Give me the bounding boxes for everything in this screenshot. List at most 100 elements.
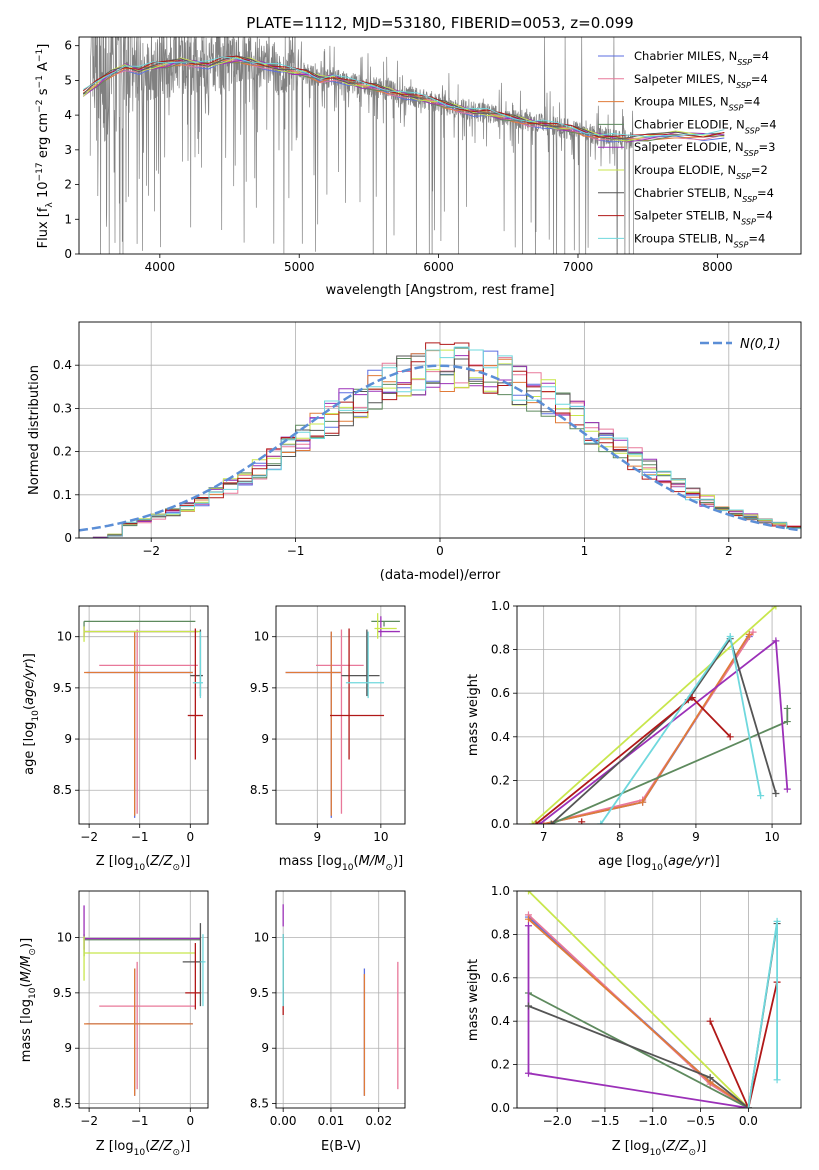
spectrum-title: PLATE=1112, MJD=53180, FIBERID=0053, z=0…: [246, 14, 633, 32]
axes-frame: [516, 605, 802, 825]
weight-marker: [524, 922, 532, 930]
legend-label: Salpeter ELODIE, NSSP=3: [634, 140, 775, 158]
mass_vs_Z-frame: −2 −1 0 8.5 9 9.5 10: [53, 890, 209, 1128]
weight-line: [527, 891, 750, 1108]
axes-frame: [516, 890, 802, 1109]
weight-marker: [726, 633, 734, 641]
y-tick-label: 9: [64, 1041, 72, 1055]
axes-frame: [78, 890, 209, 1109]
y-tick-label: 0.3: [53, 401, 72, 415]
spectrum-xlabel: wavelength [Angstrom, rest frame]: [326, 283, 555, 298]
histogram-step: [79, 346, 801, 538]
mass_vs_ebv-plot-area: [282, 904, 399, 1096]
x-tick-label: 0.02: [365, 1114, 392, 1128]
age-z-ylabel: age [log10(age/yr)]: [22, 653, 41, 775]
weight-marker: [547, 820, 555, 824]
weight-marker: [757, 792, 765, 800]
y-tick-label: 9.5: [250, 986, 269, 1000]
histogram-step: [79, 355, 801, 538]
weight-line: [531, 606, 777, 824]
weight-marker: [597, 820, 605, 824]
y-tick-label: 8.5: [53, 1097, 72, 1111]
weight-marker: [706, 1017, 714, 1025]
y-tick-label: 9.5: [250, 681, 269, 695]
age_vs_mass-plot-area: [285, 613, 400, 818]
y-tick-label: 0.0: [491, 1101, 510, 1115]
y-tick-label: 3: [64, 143, 72, 157]
y-tick-label: 0.4: [491, 1014, 510, 1028]
x-tick-label: 1: [581, 544, 589, 558]
age_vs_Z-axes: [79, 606, 208, 824]
y-tick-label: 10: [254, 931, 269, 945]
legend-label: Chabrier STELIB, NSSP=4: [634, 186, 774, 204]
weight-marker: [783, 785, 791, 793]
residuals-frame: −2 −1 0 1 2 0 0.1 0.2 0.3 0.4: [53, 321, 802, 558]
spectrum-model-line: [82, 60, 725, 141]
legend-label: Kroupa STELIB, NSSP=4: [634, 231, 765, 249]
weight-line: [747, 921, 778, 1108]
y-tick-label: 8.5: [250, 783, 269, 797]
y-tick-label: 8.5: [250, 1097, 269, 1111]
axes-frame: [78, 321, 802, 539]
weight-age-ylabel: mass weight: [466, 674, 481, 756]
x-tick-label: 0.01: [318, 1114, 345, 1128]
x-tick-label: 0: [186, 830, 194, 844]
spectrum-frame: 4000 5000 6000 7000 8000 0 1 2 3 4 5 6: [64, 36, 802, 274]
weight-z-ylabel: mass weight: [466, 959, 481, 1041]
spectrum-ylabel: Flux [fλ 10−17 erg cm−2 s−1 A−1]: [35, 44, 55, 249]
weight_vs_age-axes: [517, 605, 801, 825]
x-tick-label: 4000: [145, 260, 176, 274]
y-tick-label: 9.5: [53, 681, 72, 695]
x-tick-label: −1.0: [638, 1114, 667, 1128]
weight-marker: [744, 1104, 752, 1108]
weight-marker: [706, 1074, 714, 1082]
gaussian-reference-line: [79, 364, 801, 532]
age_vs_Z-plot-area: [83, 620, 203, 818]
weight-marker: [772, 606, 780, 610]
spectrum-legend: Chabrier MILES, NSSP=4 Salpeter MILES, NS…: [598, 49, 777, 249]
y-tick-label: 9: [261, 732, 269, 746]
weight-line: [709, 981, 778, 1108]
x-tick-label: 0: [436, 544, 444, 558]
spectrum-model-line: [82, 55, 725, 138]
y-tick-label: 0.2: [53, 445, 72, 459]
x-tick-label: 0.0: [739, 1114, 758, 1128]
x-tick-label: 2: [725, 544, 733, 558]
weight-marker: [773, 1076, 781, 1084]
weight_vs_Z-axes: [517, 890, 801, 1109]
residual-legend: N(0,1): [700, 337, 781, 352]
x-tick-label: 7: [540, 830, 548, 844]
weight-marker: [524, 891, 532, 895]
weight-marker: [783, 718, 791, 726]
weight-marker: [773, 917, 781, 925]
mass_vs_Z-plot-area: [83, 905, 206, 1096]
x-tick-label: −2: [80, 1114, 98, 1128]
spectrum-model-line: [82, 55, 725, 140]
y-tick-label: 0.0: [491, 817, 510, 831]
y-tick-label: 5: [64, 73, 72, 87]
weight-marker: [524, 1069, 532, 1077]
weight-z-xlabel: Z [log10(Z/Z⊙)]: [612, 1139, 707, 1158]
x-tick-label: −2: [142, 544, 160, 558]
legend-label: Chabrier ELODIE, NSSP=4: [634, 117, 777, 135]
residual-xlabel: (data-model)/error: [380, 568, 501, 583]
residuals-plot-area: [79, 342, 801, 538]
y-tick-label: 9: [64, 732, 72, 746]
weight_vs_age-frame: 7 8 9 10 0.0 0.2 0.4 0.6 0.8 1.0: [491, 599, 802, 844]
mass_vs_Z-axes: [79, 891, 208, 1108]
mass-z-ylabel: mass [log10(M/M⊙)]: [19, 938, 38, 1062]
y-tick-label: 2: [64, 178, 72, 192]
weight-line: [600, 634, 762, 824]
axes-frame: [275, 605, 406, 825]
y-tick-label: 10: [57, 931, 72, 945]
mass_vs_ebv-frame: 0.00 0.01 0.02 8.5 9 9.5 10: [250, 890, 406, 1128]
weight-marker: [783, 704, 791, 712]
x-tick-label: 6000: [423, 260, 454, 274]
mass-ebv-xlabel: E(B-V): [321, 1139, 361, 1154]
weight-line: [528, 992, 749, 1108]
x-tick-label: −2.0: [543, 1114, 572, 1128]
age-mass-xlabel: mass [log10(M/M⊙)]: [279, 854, 403, 873]
spectrum-model-line: [82, 56, 725, 137]
x-tick-label: 5000: [284, 260, 315, 274]
